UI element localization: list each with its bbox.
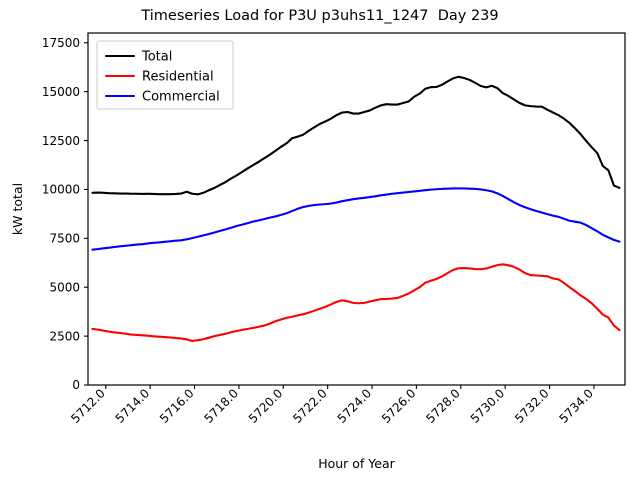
y-tick-label: 17500 — [42, 36, 80, 50]
y-tick-label: 2500 — [49, 329, 80, 343]
x-tick-label: 5722.0 — [290, 386, 330, 426]
y-tick-label: 10000 — [42, 183, 80, 197]
series-line-residential — [91, 263, 621, 343]
x-tick-label: 5732.0 — [512, 386, 552, 426]
x-tick-label: 5728.0 — [423, 386, 463, 426]
x-tick-label: 5724.0 — [335, 386, 375, 426]
x-tick-label: 5720.0 — [246, 386, 286, 426]
y-axis-label: kW total — [10, 183, 25, 235]
series-group — [91, 75, 621, 343]
legend-group: Total Residential Commercial — [96, 40, 234, 110]
x-tick-label: 5718.0 — [201, 386, 241, 426]
x-axis-label: Hour of Year — [318, 456, 395, 471]
x-tick-label: 5716.0 — [157, 386, 197, 426]
legend-label-total: Total — [141, 50, 172, 65]
x-tick-label: 5734.0 — [556, 386, 596, 426]
legend-box — [96, 40, 234, 110]
axes-group — [87, 32, 626, 386]
y-tick-label: 7500 — [49, 232, 80, 246]
legend-label-residential: Residential — [142, 70, 214, 85]
x-tick-label: 5730.0 — [468, 386, 508, 426]
axes-frame — [87, 32, 626, 386]
series-line-total — [91, 75, 621, 196]
y-tick-label: 5000 — [49, 280, 80, 294]
x-tick-label: 5714.0 — [113, 386, 153, 426]
legend-label-commercial: Commercial — [142, 90, 220, 105]
y-tick-label: 0 — [72, 378, 80, 392]
x-tick-label: 5726.0 — [379, 386, 419, 426]
series-line-commercial — [91, 187, 621, 251]
y-tick-label: 15000 — [42, 85, 80, 99]
y-tick-label: 12500 — [42, 134, 80, 148]
chart-title: Timeseries Load for P3U p3uhs11_1247 Day… — [141, 8, 499, 24]
